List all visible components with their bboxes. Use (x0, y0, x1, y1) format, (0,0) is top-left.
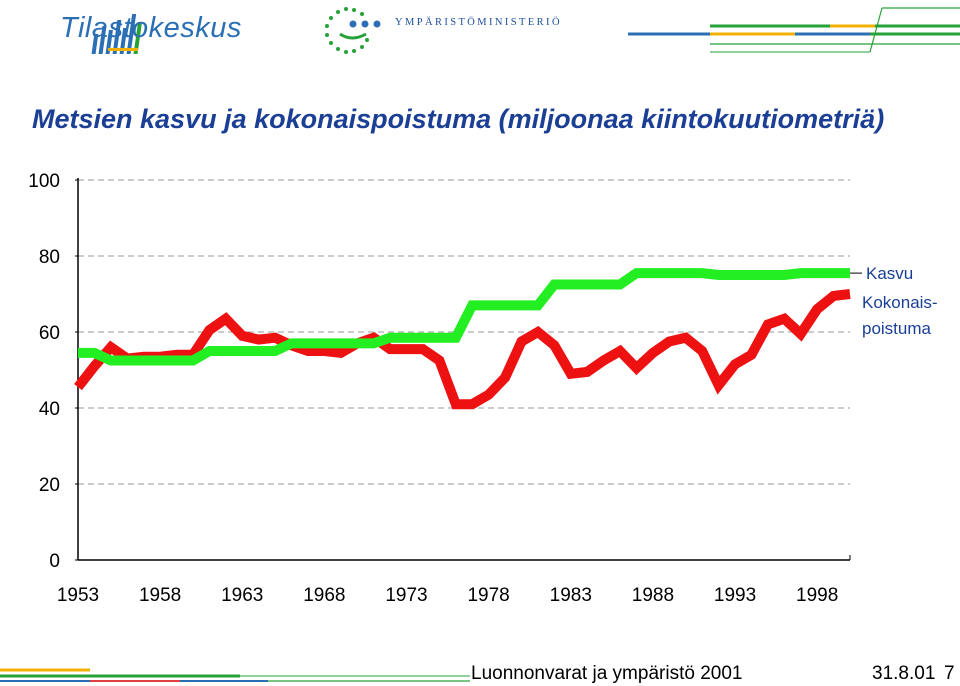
legend-label-kokonaispoistuma-1: Kokonais- (862, 293, 938, 312)
chart-title: Metsien kasvu ja kokonaispoistuma (miljo… (32, 104, 885, 134)
x-tick-label-1978: 1978 (467, 585, 509, 606)
x-tick-label-1983: 1983 (550, 585, 592, 606)
page-number: 7 (944, 663, 955, 684)
x-tick-label-1958: 1958 (139, 585, 181, 606)
tick-labels: 0 20 40 60 80 100 1953 1958 1963 1968 1973 1978 1983… (28, 171, 838, 606)
y-tick-label-20: 20 (39, 475, 60, 496)
brand-name: Tilastokeskus (60, 12, 242, 44)
x-tick-label-1988: 1988 (632, 585, 674, 606)
y-tick-label-40: 40 (39, 399, 60, 420)
y-tick-label-80: 80 (39, 247, 60, 268)
x-tick-label-1998: 1998 (796, 585, 838, 606)
x-tick-label-1963: 1963 (221, 585, 263, 606)
y-tick-label-100: 100 (28, 171, 60, 192)
x-tick-label-1953: 1953 (57, 585, 99, 606)
ministry-name: YMPÄRISTÖMINISTERIÖ (395, 17, 562, 28)
ministry-logo-icon (325, 7, 381, 54)
series-lines (74, 268, 851, 410)
tilastokeskus-logo-icon (91, 14, 143, 54)
y-tick-label-60: 60 (39, 323, 60, 344)
series-line-kokonaispoistuma (74, 289, 851, 410)
series-line-kasvu (78, 268, 850, 366)
footer-date: 31.8.01 (872, 663, 936, 684)
x-tick-label-1968: 1968 (303, 585, 345, 606)
footer-stripes (0, 668, 470, 682)
header-stripes (628, 7, 960, 53)
x-tick-label-1973: 1973 (385, 585, 427, 606)
y-tick-label-0: 0 (49, 551, 60, 572)
x-tick-label-1993: 1993 (714, 585, 756, 606)
axes (75, 178, 851, 561)
footer-title: Luonnonvarat ja ympäristö 2001 (471, 663, 743, 684)
legend-label-kasvu: Kasvu (866, 264, 913, 283)
legend: Kasvu Kokonais-poistuma (850, 264, 938, 338)
legend-label-kokonaispoistuma-2: poistuma (862, 319, 932, 338)
